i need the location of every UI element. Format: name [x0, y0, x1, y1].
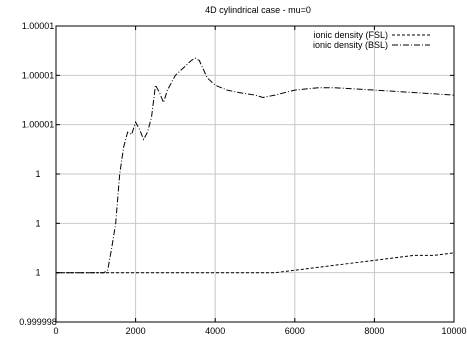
x-tick-label: 10000 — [441, 326, 466, 336]
legend-label-bsl: ionic density (BSL) — [313, 40, 388, 50]
x-tick-label: 0 — [53, 326, 58, 336]
chart-title: 4D cylindrical case - mu=0 — [205, 5, 311, 15]
y-tick-label: 1 — [35, 169, 40, 179]
y-tick-label: 1.00001 — [22, 70, 55, 80]
y-tick-label: 1.00001 — [22, 21, 55, 31]
series-lines — [56, 57, 455, 274]
legend-label-fsl: ionic density (FSL) — [313, 30, 388, 40]
x-tick-label: 8000 — [364, 326, 384, 336]
grid — [56, 26, 454, 322]
series-line-fsl — [56, 252, 455, 274]
series-line-bsl — [56, 57, 455, 274]
y-tick-labels: 0.999998 1 1 1 1.00001 1.00001 1.00001 — [19, 21, 57, 327]
x-tick-label: 2000 — [126, 326, 146, 336]
y-tick-label: 0.999998 — [19, 317, 57, 327]
y-tick-label: 1.00001 — [22, 120, 55, 130]
x-tick-label: 4000 — [205, 326, 225, 336]
legend: ionic density (FSL) ionic density (BSL) — [313, 30, 430, 50]
x-tick-labels: 0 2000 4000 6000 8000 10000 — [53, 326, 466, 336]
x-tick-label: 6000 — [285, 326, 305, 336]
y-tick-label: 1 — [35, 268, 40, 278]
y-tick-label: 1 — [35, 218, 40, 228]
